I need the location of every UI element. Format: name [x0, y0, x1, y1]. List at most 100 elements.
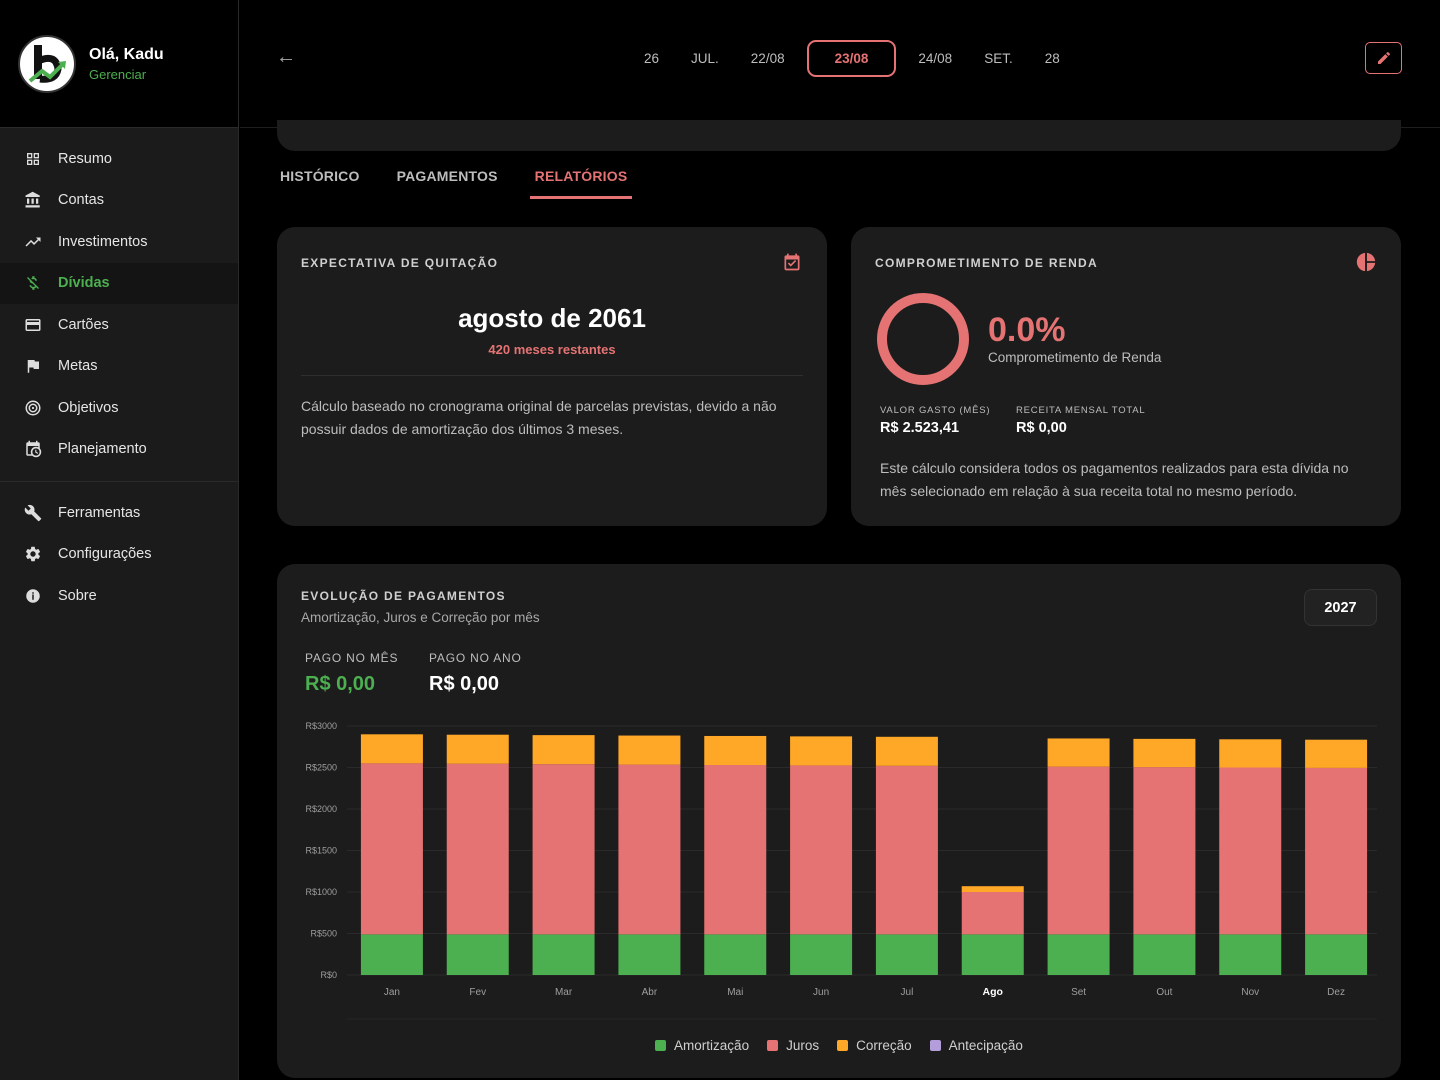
bar-segment-set-2[interactable] [1047, 738, 1110, 767]
calendar-check-icon [782, 252, 802, 277]
bar-segment-out-1[interactable] [1133, 767, 1196, 935]
legend-item[interactable]: Antecipação [929, 1038, 1023, 1053]
x-tick-label: Jun [813, 987, 829, 998]
pie-chart-icon [1355, 251, 1377, 278]
bar-segment-jan-0[interactable] [360, 934, 423, 975]
bar-segment-ago-2[interactable] [961, 886, 1024, 892]
bar-segment-dez-2[interactable] [1305, 739, 1368, 768]
legend-swatch [655, 1040, 667, 1051]
back-arrow-icon[interactable]: ← [276, 46, 296, 68]
bar-segment-dez-0[interactable] [1305, 934, 1368, 975]
sidebar-item-contas[interactable]: Contas [0, 180, 238, 222]
commitment-percent: 0.0% [988, 311, 1066, 349]
x-tick-label: Nov [1241, 987, 1259, 998]
x-tick-label: Jan [384, 987, 400, 998]
bar-segment-jun-1[interactable] [790, 765, 853, 935]
user-block: Olá, Kadu Gerenciar [89, 46, 164, 82]
bar-segment-jul-1[interactable] [875, 765, 938, 935]
bar-segment-mai-2[interactable] [704, 735, 767, 766]
bar-segment-fev-1[interactable] [446, 763, 509, 935]
manage-link[interactable]: Gerenciar [89, 66, 147, 82]
app-logo[interactable] [18, 34, 76, 93]
sidebar-item-configuracoes[interactable]: Configurações [0, 534, 238, 576]
bar-segment-nov-2[interactable] [1219, 739, 1282, 768]
bar-segment-abr-0[interactable] [618, 934, 681, 975]
date-chip[interactable]: JUL. [691, 51, 719, 66]
bar-segment-nov-0[interactable] [1219, 934, 1282, 975]
tab-pagamentos[interactable]: PAGAMENTOS [396, 168, 498, 184]
bar-segment-set-0[interactable] [1047, 934, 1110, 975]
sidebar-item-planejamento[interactable]: Planejamento [0, 429, 238, 471]
legend-label: Correção [856, 1038, 912, 1053]
bar-segment-set-1[interactable] [1047, 766, 1110, 935]
date-chip[interactable]: SET. [984, 51, 1013, 66]
tab-relatorios[interactable]: RELATÓRIOS [529, 168, 633, 199]
income-commitment-card: COMPROMETIMENTO DE RENDA 0.0% Comprometi… [851, 227, 1401, 526]
year-selector[interactable]: 2027 [1304, 589, 1377, 626]
date-selector: 26 JUL. 22/08 23/08 24/08 SET. 28 [628, 40, 1076, 77]
bar-segment-ago-1[interactable] [961, 892, 1024, 935]
spent-label: VALOR GASTO (MÊS) [880, 405, 991, 416]
bar-segment-fev-0[interactable] [446, 934, 509, 975]
sidebar-item-objetivos[interactable]: Objetivos [0, 387, 238, 429]
sidebar-item-dividas[interactable]: Dívidas [0, 262, 238, 304]
edit-button[interactable] [1365, 42, 1402, 74]
payoff-note: Cálculo baseado no cronograma original d… [301, 398, 777, 437]
sidebar-item-metas[interactable]: Metas [0, 346, 238, 388]
bar-segment-mar-1[interactable] [532, 764, 595, 935]
bar-segment-abr-1[interactable] [618, 764, 681, 935]
bar-segment-dez-1[interactable] [1305, 767, 1368, 935]
bar-segment-ago-0[interactable] [961, 934, 1024, 975]
x-tick-label: Abr [642, 987, 658, 998]
income-stat: RECEITA MENSAL TOTAL R$ 0,00 [1016, 405, 1146, 436]
user-greeting: Olá, Kadu [89, 45, 164, 63]
legend-label: Antecipação [948, 1038, 1023, 1053]
date-chip[interactable]: 26 [644, 51, 660, 66]
x-tick-label: Jul [901, 987, 914, 998]
date-chip[interactable]: 23/08 [806, 40, 897, 77]
x-tick-label: Dez [1327, 987, 1345, 998]
evolution-title: EVOLUÇÃO DE PAGAMENTOS [301, 589, 506, 603]
bar-segment-jun-0[interactable] [790, 934, 853, 975]
date-chip[interactable]: 24/08 [918, 51, 953, 66]
legend-label: Juros [786, 1038, 820, 1053]
bar-segment-jul-0[interactable] [875, 934, 938, 975]
bar-segment-jul-2[interactable] [875, 736, 938, 766]
sidebar-item-sobre[interactable]: Sobre [0, 575, 238, 617]
bar-segment-jan-2[interactable] [360, 734, 423, 764]
legend-item[interactable]: Juros [767, 1038, 819, 1053]
bar-segment-mai-1[interactable] [704, 765, 767, 935]
sidebar-item-label: Investimentos [58, 233, 148, 250]
wrench-icon [24, 504, 42, 522]
bar-segment-mar-0[interactable] [532, 934, 595, 975]
year-paid-label: PAGO NO ANO [429, 651, 522, 665]
chart-legend: Amortização Juros Correção Antecipação [277, 1038, 1401, 1053]
sidebar-item-investimentos[interactable]: Investimentos [0, 221, 238, 263]
commitment-label: Comprometimento de Renda [988, 350, 1162, 365]
sidebar-item-ferramentas[interactable]: Ferramentas [0, 492, 238, 534]
legend-label: Amortização [674, 1038, 750, 1053]
legend-item[interactable]: Correção [837, 1038, 912, 1053]
date-chip[interactable]: 22/08 [750, 51, 785, 66]
sidebar-item-resumo[interactable]: Resumo [0, 138, 238, 180]
bar-segment-abr-2[interactable] [618, 735, 681, 765]
bar-segment-jan-1[interactable] [360, 763, 423, 935]
bar-segment-out-2[interactable] [1133, 738, 1196, 768]
legend-item[interactable]: Amortização [655, 1038, 749, 1053]
bar-segment-mai-0[interactable] [704, 934, 767, 975]
flag-icon [24, 357, 42, 375]
trending-up-icon [24, 233, 42, 251]
tab-historico[interactable]: HISTÓRICO [280, 168, 360, 184]
bar-segment-jun-2[interactable] [790, 736, 853, 766]
sidebar-header: Olá, Kadu Gerenciar [0, 0, 238, 128]
legend-swatch [929, 1040, 941, 1051]
bar-segment-nov-1[interactable] [1219, 767, 1282, 935]
bar-segment-out-0[interactable] [1133, 934, 1196, 975]
bar-segment-fev-2[interactable] [446, 734, 509, 764]
bar-segment-mar-2[interactable] [532, 735, 595, 765]
date-chip[interactable]: 28 [1044, 51, 1060, 66]
sidebar-item-label: Dívidas [58, 275, 110, 292]
sidebar-item-cartoes[interactable]: Cartões [0, 304, 238, 346]
sidebar-item-label: Metas [58, 358, 98, 375]
month-paid-value: R$ 0,00 [305, 673, 376, 695]
